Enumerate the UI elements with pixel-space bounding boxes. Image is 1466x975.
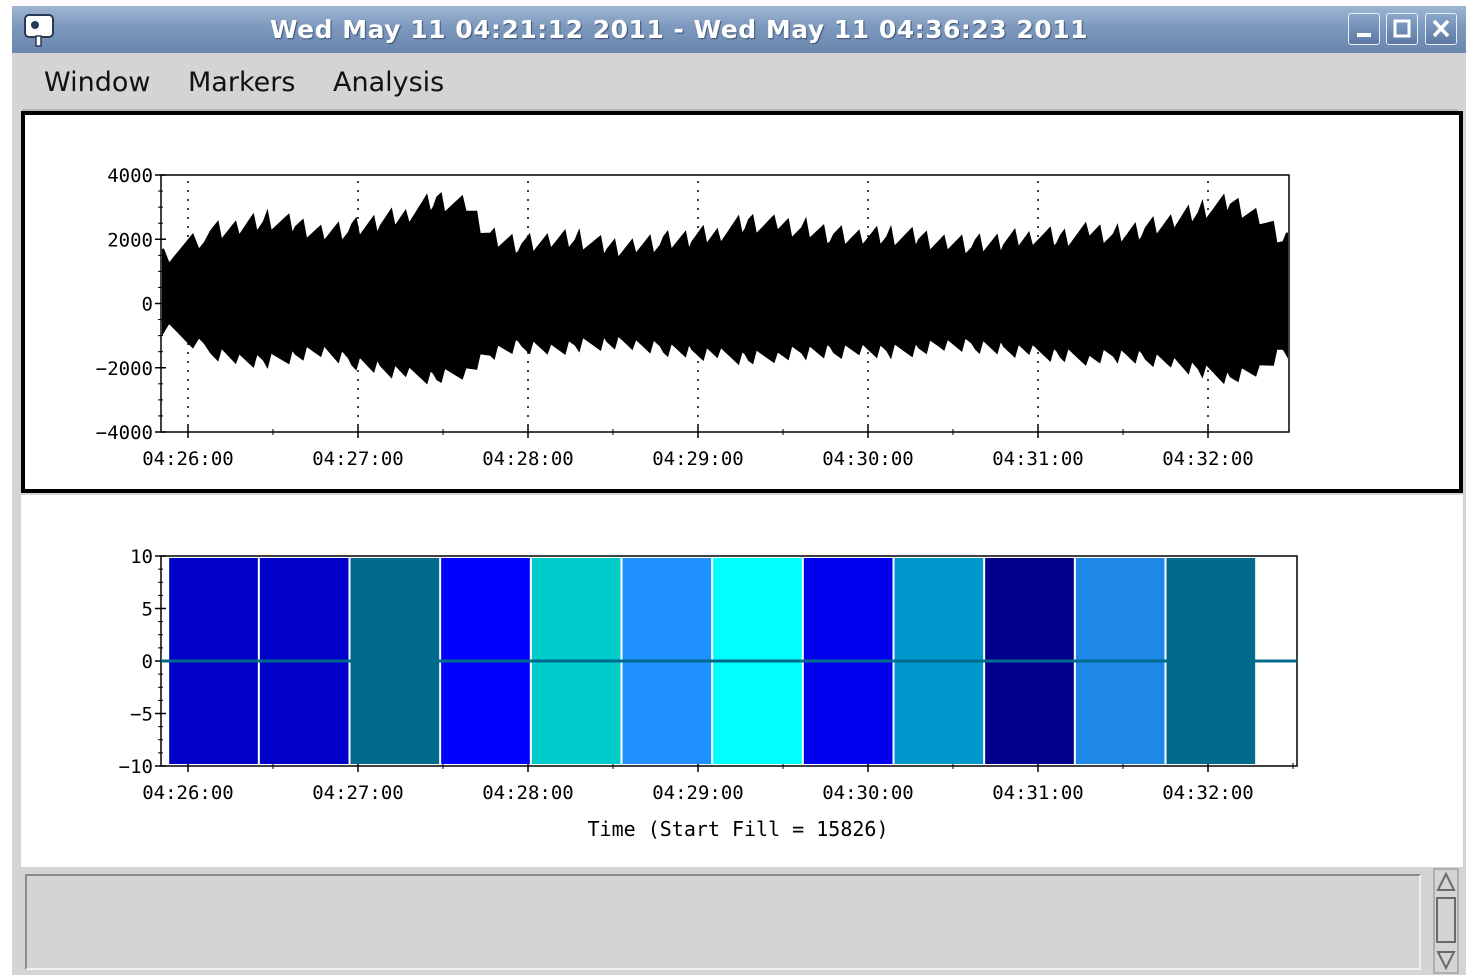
scroll-thumb bbox=[1436, 897, 1456, 943]
waveform-chart: 4000 2000 0 −2000 −4000 04:26:00 04:27:00 04:28… bbox=[96, 165, 1290, 470]
y-tick-label: 0 bbox=[142, 651, 153, 673]
y-tick-label: 10 bbox=[130, 546, 153, 568]
scroll-up-arrow-icon bbox=[1436, 871, 1456, 891]
scrollbar[interactable] bbox=[1433, 868, 1459, 974]
app-icon bbox=[24, 14, 54, 47]
waveform-series bbox=[162, 191, 1288, 385]
x-tick-label: 04:30:00 bbox=[822, 782, 914, 804]
window-title: Wed May 11 04:21:12 2011 - Wed May 11 04… bbox=[269, 15, 1088, 44]
waveform-plot-panel[interactable]: 4000 2000 0 −2000 −4000 04:26:00 04:27:00 04:28… bbox=[21, 111, 1463, 493]
x-tick-label: 04:30:00 bbox=[822, 448, 914, 470]
menu-window[interactable]: Window bbox=[44, 67, 151, 98]
x-tick-label: 04:26:00 bbox=[142, 448, 234, 470]
maximize-button[interactable] bbox=[1386, 13, 1418, 45]
y-tick-label: −2000 bbox=[96, 358, 153, 380]
x-tick-label: 04:29:00 bbox=[652, 782, 744, 804]
menu-bar: Window Markers Analysis bbox=[22, 55, 1458, 111]
close-icon bbox=[1432, 19, 1450, 38]
application-window: Wed May 11 04:21:12 2011 - Wed May 11 04… bbox=[12, 6, 1466, 975]
x-tick-label: 04:32:00 bbox=[1162, 782, 1254, 804]
x-tick-label: 04:27:00 bbox=[312, 448, 404, 470]
status-text-area[interactable] bbox=[25, 874, 1421, 970]
y-tick-label: 0 bbox=[142, 294, 153, 316]
close-button[interactable] bbox=[1425, 13, 1457, 45]
y-tick-label: −5 bbox=[130, 704, 153, 726]
minimize-icon bbox=[1357, 33, 1371, 37]
x-tick-label: 04:29:00 bbox=[652, 448, 744, 470]
x-tick-label: 04:28:00 bbox=[482, 782, 574, 804]
x-tick-label: 04:27:00 bbox=[312, 782, 404, 804]
minimize-button[interactable] bbox=[1348, 13, 1380, 45]
x-axis-label: Time (Start Fill = 15826) bbox=[587, 817, 888, 841]
fill-bar-chart: 10 5 0 −5 −10 04:26:00 04:27:00 04:28:00 04:29:0… bbox=[119, 546, 1298, 841]
x-tick-label: 04:26:00 bbox=[142, 782, 234, 804]
y-tick-label: −4000 bbox=[96, 422, 153, 444]
x-tick-label: 04:32:00 bbox=[1162, 448, 1254, 470]
menu-analysis[interactable]: Analysis bbox=[333, 67, 445, 98]
title-bar[interactable]: Wed May 11 04:21:12 2011 - Wed May 11 04… bbox=[12, 6, 1466, 53]
x-tick-label: 04:28:00 bbox=[482, 448, 574, 470]
y-tick-label: 2000 bbox=[107, 229, 153, 251]
scroll-down-arrow-icon bbox=[1436, 951, 1456, 971]
x-tick-label: 04:31:00 bbox=[992, 448, 1084, 470]
fill-bar-plot-panel[interactable]: 10 5 0 −5 −10 04:26:00 04:27:00 04:28:00 04:29:0… bbox=[21, 495, 1463, 867]
menu-markers[interactable]: Markers bbox=[188, 67, 296, 98]
y-tick-label: 4000 bbox=[107, 165, 153, 187]
y-tick-label: 5 bbox=[142, 599, 153, 621]
maximize-icon bbox=[1393, 19, 1411, 38]
x-tick-label: 04:31:00 bbox=[992, 782, 1084, 804]
y-tick-label: −10 bbox=[119, 756, 153, 778]
